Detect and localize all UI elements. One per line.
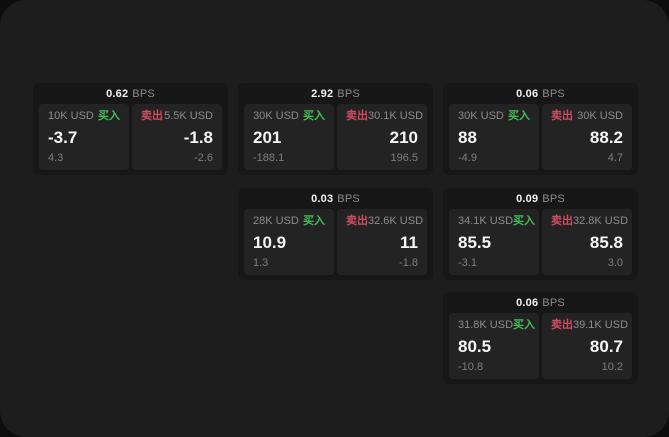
buy-price: 201 [253,128,282,147]
quote-card: 2.92 BPS 30K USD 买入 201 -188.1 卖出 30.1K … [238,83,433,175]
buy-amount: 30K USD [458,110,504,122]
bps-unit-label: BPS [337,87,360,100]
buy-quote-button[interactable]: 30K USD 买入 88 -4.9 [449,104,539,170]
quote-card: 0.62 BPS 10K USD 买入 -3.7 4.3 卖出 5.5K USD… [33,83,228,175]
sell-delta: 196.5 [390,152,418,164]
sell-price: 80.7 [589,337,623,356]
buy-delta: -4.9 [458,152,477,164]
bps-header: 0.03 BPS [244,188,427,209]
sell-delta: 3.0 [607,257,623,269]
sell-side-label: 卖出 [551,319,573,331]
sell-side-label: 卖出 [551,110,573,122]
sell-side-label: 卖出 [551,215,573,227]
bps-unit-label: BPS [542,296,565,309]
buy-quote-button[interactable]: 34.1K USD 买入 85.5 -3.1 [449,209,539,275]
bps-header: 2.92 BPS [244,83,427,104]
sell-quote-button[interactable]: 卖出 5.5K USD -1.8 -2.6 [132,104,222,170]
buy-price: -3.7 [48,128,78,147]
bps-value: 0.06 [516,87,539,100]
bps-value: 2.92 [311,87,334,100]
bps-value: 0.09 [516,192,539,205]
buy-side-label: 买入 [513,215,536,227]
bps-header: 0.06 BPS [449,292,632,313]
bps-value: 0.62 [106,87,129,100]
buy-quote-button[interactable]: 30K USD 买入 201 -188.1 [244,104,334,170]
bps-header: 0.62 BPS [39,83,222,104]
buy-quote-button[interactable]: 10K USD 买入 -3.7 4.3 [39,104,129,170]
buy-side-label: 买入 [303,215,325,227]
sell-amount: 32.8K USD [573,215,629,227]
bps-header: 0.06 BPS [449,83,632,104]
bps-unit-label: BPS [337,192,360,205]
sell-price: 88.2 [589,128,623,147]
sell-price: -1.8 [183,128,213,147]
sell-delta: -2.6 [194,152,213,164]
quote-card: 0.03 BPS 28K USD 买入 10.9 1.3 卖出 32.6K US… [238,188,433,280]
buy-quote-button[interactable]: 28K USD 买入 10.9 1.3 [244,209,334,275]
bps-unit-label: BPS [542,192,565,205]
quote-card: 0.06 BPS 31.8K USD 买入 80.5 -10.8 卖出 39.1… [443,292,638,384]
bps-unit-label: BPS [132,87,155,100]
sell-quote-button[interactable]: 卖出 30.1K USD 210 196.5 [337,104,427,170]
sell-delta: 4.7 [607,152,623,164]
buy-delta: -188.1 [253,152,285,164]
buy-amount: 31.8K USD [458,319,514,331]
buy-delta: -3.1 [458,257,477,269]
buy-price: 88 [458,128,477,147]
buy-delta: -10.8 [458,361,484,373]
sell-side-label: 卖出 [346,110,368,122]
buy-price: 10.9 [253,233,287,252]
sell-side-label: 卖出 [346,215,368,227]
buy-amount: 34.1K USD [458,215,514,227]
buy-side-label: 买入 [303,110,325,122]
sell-amount: 32.6K USD [368,215,424,227]
sell-amount: 5.5K USD [164,110,213,122]
bps-value: 0.06 [516,296,539,309]
buy-amount: 30K USD [253,110,299,122]
sell-price: 11 [400,233,418,252]
sell-quote-button[interactable]: 卖出 39.1K USD 80.7 10.2 [542,313,632,379]
buy-quote-button[interactable]: 31.8K USD 买入 80.5 -10.8 [449,313,539,379]
sell-amount: 30.1K USD [368,110,424,122]
sell-amount: 39.1K USD [573,319,629,331]
buy-price: 80.5 [458,337,492,356]
sell-side-label: 卖出 [141,110,163,122]
buy-side-label: 买入 [513,319,536,331]
buy-price: 85.5 [458,233,492,252]
sell-quote-button[interactable]: 卖出 30K USD 88.2 4.7 [542,104,632,170]
buy-amount: 10K USD [48,110,94,122]
quote-card: 0.09 BPS 34.1K USD 买入 85.5 -3.1 卖出 32.8K… [443,188,638,280]
sell-price: 210 [389,128,418,147]
buy-delta: 1.3 [253,257,269,269]
buy-delta: 4.3 [48,152,64,164]
sell-price: 85.8 [589,233,623,252]
sell-quote-button[interactable]: 卖出 32.8K USD 85.8 3.0 [542,209,632,275]
bps-value: 0.03 [311,192,334,205]
buy-side-label: 买入 [508,110,530,122]
bps-unit-label: BPS [542,87,565,100]
bps-header: 0.09 BPS [449,188,632,209]
sell-amount: 30K USD [577,110,623,122]
sell-delta: 10.2 [601,361,623,373]
sell-quote-button[interactable]: 卖出 32.6K USD 11 -1.8 [337,209,427,275]
buy-amount: 28K USD [253,215,299,227]
sell-delta: -1.8 [399,257,418,269]
buy-side-label: 买入 [98,110,120,122]
quote-card: 0.06 BPS 30K USD 买入 88 -4.9 卖出 30K USD 8… [443,83,638,175]
